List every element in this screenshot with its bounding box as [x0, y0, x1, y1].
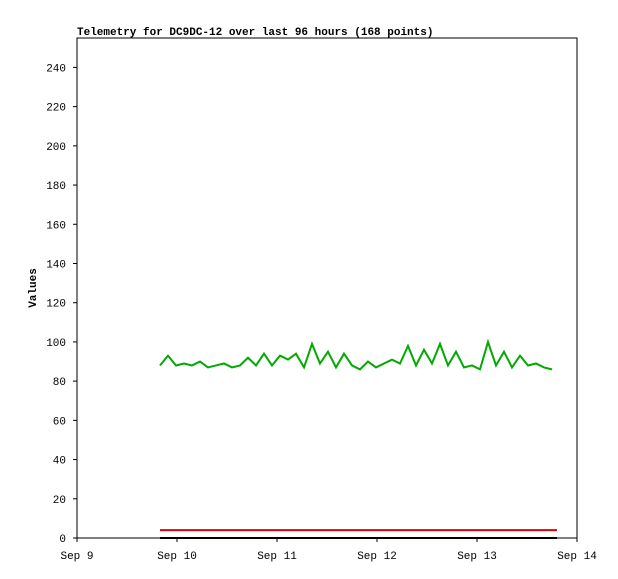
chart-title: Telemetry for DC9DC-12 over last 96 hour…: [77, 27, 433, 39]
x-tick-label: Sep 12: [357, 551, 397, 563]
y-tick-label: 140: [46, 259, 66, 271]
y-tick-label: 100: [46, 338, 66, 350]
data-line: [159, 338, 553, 371]
y-tick-label: 240: [46, 63, 66, 75]
y-tick-label: 20: [53, 495, 66, 507]
x-tick-label: Sep 11: [257, 551, 297, 563]
x-tick-label: Sep 13: [457, 551, 497, 563]
x-tick-label: Sep 9: [60, 551, 93, 563]
y-tick-label: 60: [53, 416, 66, 428]
y-tick-label: 160: [46, 220, 66, 232]
y-tick-label: 40: [53, 456, 66, 468]
y-tick-label: 200: [46, 142, 66, 154]
y-tick-label: 0: [59, 534, 66, 546]
y-tick-label: 120: [46, 299, 66, 311]
y-axis-label: Values: [28, 268, 40, 308]
y-tick-label: 180: [46, 181, 66, 193]
y-tick-label: 220: [46, 103, 66, 115]
y-tick-label: 80: [53, 377, 66, 389]
x-tick-label: Sep 14: [557, 551, 597, 563]
x-tick-label: Sep 10: [157, 551, 197, 563]
